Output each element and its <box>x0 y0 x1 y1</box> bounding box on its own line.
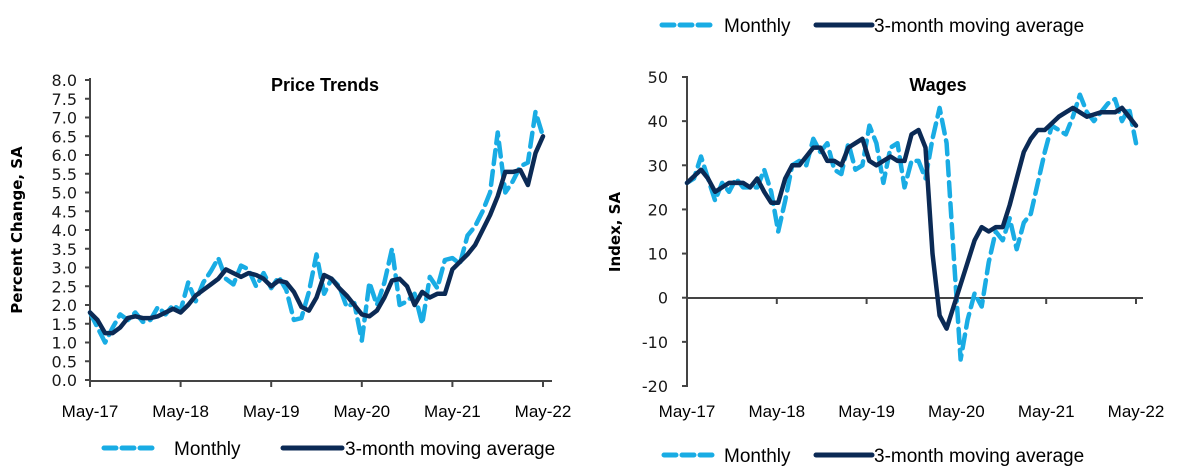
series-line-monthly <box>87 109 546 345</box>
y-tick-label: 1.5 <box>52 315 77 334</box>
y-tick-label: 4.5 <box>52 202 77 221</box>
y-tick-label: 0 <box>658 289 668 308</box>
series-line-moving-average <box>684 105 1139 331</box>
x-tick-label: May-18 <box>152 402 209 421</box>
x-tick-label: May-22 <box>1108 402 1165 421</box>
y-tick-label: -10 <box>642 333 668 352</box>
chart-title: Wages <box>909 75 966 95</box>
legend-ma-label: 3-month moving average <box>345 439 555 460</box>
y-tick-label: 7.5 <box>52 90 77 109</box>
y-tick-label: 6.5 <box>52 127 77 146</box>
price-trends-chart: Price Trends Percent Change, SA 0.00.51.… <box>8 71 571 460</box>
legend-ma-label: 3-month moving average <box>874 446 1084 467</box>
x-tick-label: May-20 <box>333 402 390 421</box>
y-tick-label: 20 <box>648 200 668 219</box>
y-tick-label: 3.0 <box>52 259 77 278</box>
x-tick-label: May-20 <box>928 402 985 421</box>
legend-bottom-left: Monthly 3-month moving average <box>101 439 555 460</box>
y-tick-label: 0.0 <box>52 371 77 390</box>
legend-top-right: Monthly 3-month moving average <box>659 16 1084 37</box>
x-tick-label: May-17 <box>659 402 716 421</box>
y-tick-label: 7.0 <box>52 109 77 128</box>
y-tick-label: -20 <box>642 377 668 396</box>
y-tick-label: 30 <box>648 156 668 175</box>
y-tick-label: 10 <box>648 245 668 264</box>
y-axis-label: Percent Change, SA <box>8 146 26 314</box>
x-tick-label: May-21 <box>424 402 481 421</box>
chart-title: Price Trends <box>271 75 379 95</box>
y-tick-label: 2.5 <box>52 277 77 296</box>
y-tick-label: 0.5 <box>52 352 77 371</box>
x-tick-label: May-19 <box>838 402 895 421</box>
x-tick-label: May-21 <box>1018 402 1075 421</box>
legend-monthly-label: Monthly <box>174 439 241 460</box>
legend-bottom-right: Monthly 3-month moving average <box>661 446 1084 467</box>
y-tick-label: 3.5 <box>52 240 77 259</box>
x-tick-label: May-22 <box>515 402 572 421</box>
wages-chart: Wages Index, SA -20 -10 0 10 20 30 40 50 May-17… <box>606 68 1164 467</box>
x-tick-label: May-17 <box>62 402 119 421</box>
series-line-moving-average <box>87 134 546 336</box>
legend-ma-label: 3-month moving average <box>874 16 1084 37</box>
series-line-monthly <box>684 92 1139 362</box>
x-tick-label: May-18 <box>748 402 805 421</box>
legend-monthly-label: Monthly <box>724 16 791 37</box>
y-tick-label: 2.0 <box>52 296 77 315</box>
y-tick-label: 50 <box>648 68 668 87</box>
x-tick-label: May-19 <box>243 402 300 421</box>
y-tick-label: 8.0 <box>52 71 77 90</box>
y-tick-label: 5.0 <box>52 184 77 203</box>
y-tick-label: 1.0 <box>52 334 77 353</box>
y-tick-label: 40 <box>648 112 668 131</box>
y-tick-label: 5.5 <box>52 165 77 184</box>
y-tick-label: 4.0 <box>52 221 77 240</box>
y-axis-label: Index, SA <box>606 192 624 273</box>
legend-monthly-label: Monthly <box>724 446 791 467</box>
y-tick-label: 6.0 <box>52 146 77 165</box>
